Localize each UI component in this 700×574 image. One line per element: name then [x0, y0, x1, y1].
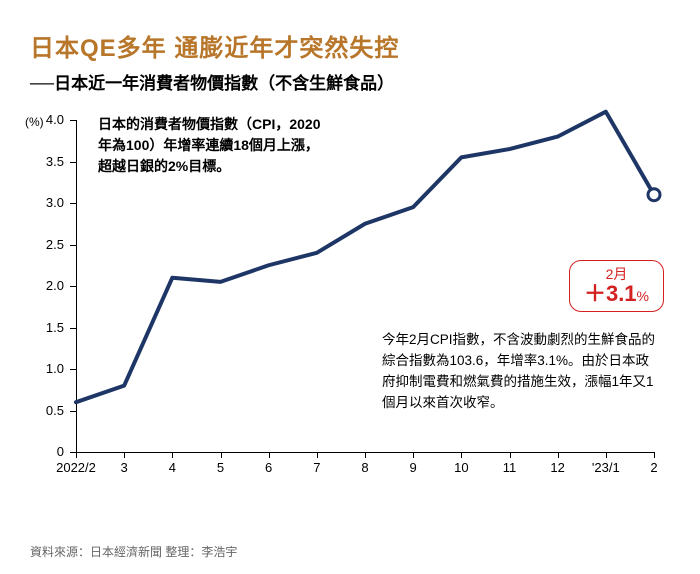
chart-subtitle: ──日本近一年消費者物價指數（不含生鮮食品）: [30, 69, 670, 94]
value-callout: 2月 ＋3.1%: [569, 260, 664, 312]
callout-unit: %: [637, 288, 649, 304]
callout-number: ＋3.1: [584, 281, 637, 306]
chart-title: 日本QE多年 通膨近年才突然失控: [30, 28, 670, 63]
source-text: 資料來源：日本經濟新聞 整理：李浩宇: [30, 543, 237, 560]
callout-value: ＋3.1%: [584, 282, 649, 306]
callout-month: 2月: [584, 267, 649, 282]
chart-note: 日本的消費者物價指數（CPI，2020年為100）年增率連續18個月上漲，超越日…: [98, 114, 323, 177]
chart-area: (%) 00.51.01.52.02.53.03.54.02022/234567…: [30, 108, 670, 488]
chart-card: 日本QE多年 通膨近年才突然失控 ──日本近一年消費者物價指數（不含生鮮食品） …: [0, 0, 700, 574]
chart-annotation: 今年2月CPI指數，不含波動劇烈的生鮮食品的綜合指數為103.6，年增率3.1%…: [382, 330, 662, 414]
last-point-marker: [648, 189, 660, 201]
